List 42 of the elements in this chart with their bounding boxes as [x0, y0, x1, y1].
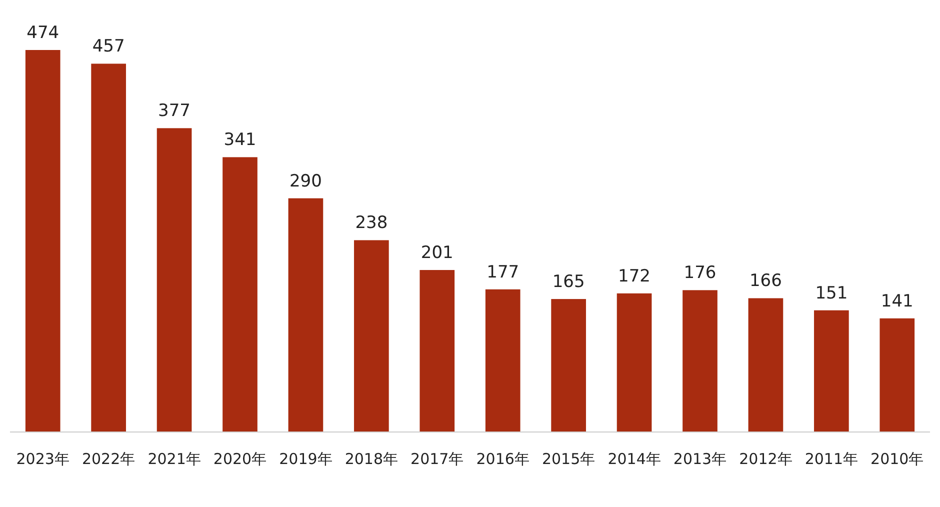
data-label: 341 — [224, 130, 256, 150]
x-tick-label: 2021年 — [148, 450, 201, 468]
data-label: 176 — [684, 263, 716, 284]
data-label: 377 — [158, 101, 191, 122]
bar — [222, 157, 258, 432]
bar — [682, 290, 718, 432]
bar — [748, 298, 784, 432]
bar — [288, 198, 324, 432]
data-label: 474 — [26, 23, 60, 43]
data-label: 238 — [355, 213, 388, 234]
x-tick-label: 2016年 — [476, 450, 530, 468]
x-tick-label: 2013年 — [673, 450, 727, 468]
x-tick-label: 2023年 — [16, 450, 70, 468]
bar — [616, 293, 652, 432]
x-tick-label: 2011年 — [804, 450, 858, 468]
x-tick-label: 2019年 — [279, 450, 332, 468]
x-tick-label: 2017年 — [410, 450, 464, 468]
data-label: 457 — [92, 36, 125, 57]
data-label: 177 — [486, 262, 520, 282]
x-tick-label: 2010年 — [870, 450, 924, 468]
data-label: 290 — [289, 171, 322, 192]
x-tick-label: 2012年 — [739, 450, 792, 468]
x-tick-label: 2014年 — [608, 450, 661, 468]
data-label: 201 — [420, 243, 454, 264]
bar — [354, 240, 389, 432]
bar — [25, 50, 60, 432]
bar — [485, 289, 520, 432]
bar — [156, 128, 192, 432]
bar — [420, 270, 455, 432]
bar — [91, 64, 126, 432]
data-label: 166 — [749, 271, 782, 292]
x-tick-label: 2015年 — [542, 450, 596, 468]
bar — [551, 299, 586, 432]
data-label: 165 — [552, 272, 585, 292]
bar — [814, 310, 849, 432]
data-label: 172 — [618, 266, 651, 286]
bar — [880, 318, 915, 432]
data-label: 141 — [880, 291, 914, 312]
x-tick-label: 2022年 — [82, 450, 136, 468]
x-tick-label: 2020年 — [213, 450, 267, 468]
data-label: 151 — [815, 283, 848, 304]
x-tick-label: 2018年 — [344, 450, 398, 468]
